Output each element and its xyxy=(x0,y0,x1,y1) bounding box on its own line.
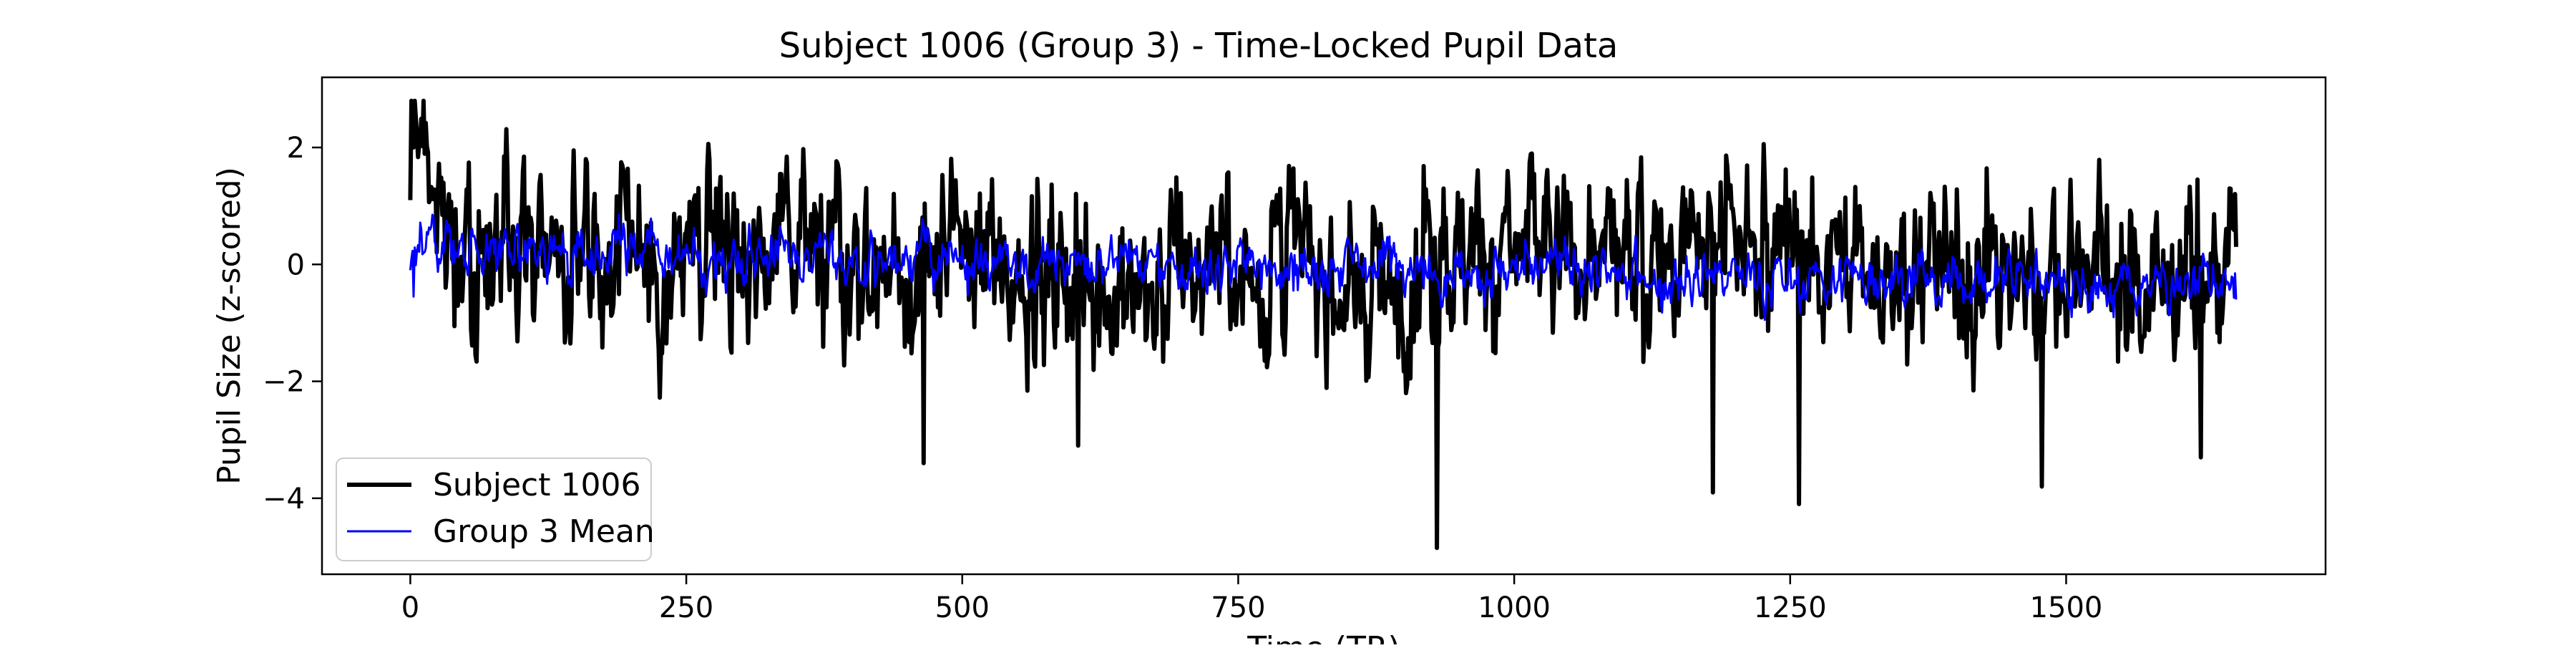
y-tick-label: −4 xyxy=(263,483,305,516)
plot-area xyxy=(321,76,2327,576)
x-axis-label: Time (TR) xyxy=(1246,630,1400,644)
y-axis-label: Pupil Size (z-scored) xyxy=(211,167,248,485)
series-line-group-mean xyxy=(409,213,2238,321)
x-tick-label: 750 xyxy=(1211,591,1265,624)
x-axis: 0 250 500 750 1000 1250 1500 xyxy=(401,574,2103,624)
legend-label-subject: Subject 1006 xyxy=(433,467,640,503)
legend-label-group-mean: Group 3 Mean xyxy=(433,513,655,550)
y-tick-label: −2 xyxy=(263,366,305,399)
x-tick-label: 250 xyxy=(659,591,713,624)
x-tick-label: 500 xyxy=(935,591,990,624)
x-tick-label: 1000 xyxy=(1478,591,1551,624)
plot-frame xyxy=(321,76,2327,576)
y-tick-label: 2 xyxy=(287,132,305,165)
y-axis: 2 0 −2 −4 xyxy=(263,132,322,516)
series-layer xyxy=(408,98,2238,551)
chart-title: Subject 1006 (Group 3) - Time-Locked Pup… xyxy=(779,26,1619,66)
x-tick-label: 1250 xyxy=(1754,591,1827,624)
legend-box xyxy=(336,458,652,561)
y-tick-label: 0 xyxy=(287,248,305,281)
x-tick-label: 0 xyxy=(401,591,419,624)
legend: Subject 1006 Group 3 Mean xyxy=(336,458,655,561)
x-tick-label: 1500 xyxy=(2030,591,2103,624)
